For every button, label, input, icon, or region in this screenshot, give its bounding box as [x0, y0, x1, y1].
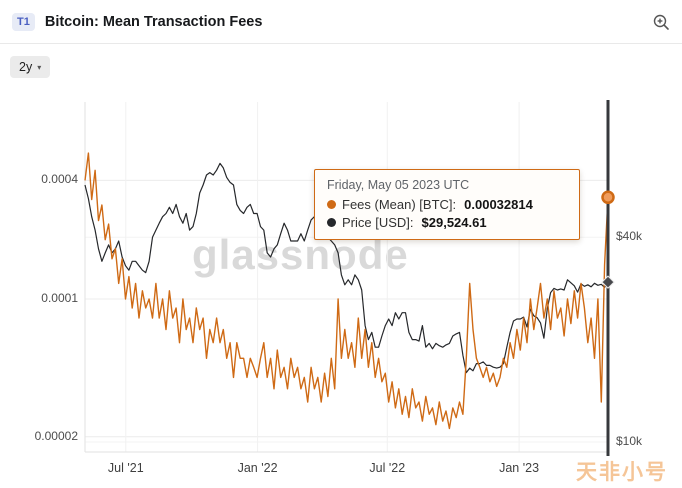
tooltip-price-value: $29,524.61: [421, 215, 487, 230]
header: T1 Bitcoin: Mean Transaction Fees: [0, 0, 682, 44]
fees-series-line: [84, 152, 609, 430]
zoom-in-icon[interactable]: [652, 13, 670, 31]
price-series-line: [84, 162, 609, 374]
range-selector[interactable]: 2y ▾: [10, 56, 51, 78]
tooltip-price-label: Price [USD]:: [342, 215, 414, 230]
tier-badge: T1: [12, 12, 35, 31]
tooltip-fees-value: 0.00032814: [464, 197, 533, 212]
range-label: 2y: [19, 60, 33, 74]
fees-bullet-icon: [327, 200, 336, 209]
tooltip-date: Friday, May 05 2023 UTC: [327, 178, 470, 192]
tooltip-fees-row: Fees (Mean) [BTC]: 0.00032814: [327, 197, 567, 212]
tooltip-price-row: Price [USD]: $29,524.61: [327, 215, 567, 230]
price-endpoint-marker: [601, 275, 615, 289]
chart-tooltip: Friday, May 05 2023 UTC Fees (Mean) [BTC…: [314, 169, 580, 240]
fees-endpoint-marker: [601, 190, 615, 205]
tooltip-fees-label: Fees (Mean) [BTC]:: [342, 197, 457, 212]
price-bullet-icon: [327, 218, 336, 227]
chevron-down-icon: ▾: [37, 62, 42, 72]
page-title: Bitcoin: Mean Transaction Fees: [44, 13, 263, 30]
corner-watermark: 天非小号: [576, 461, 668, 484]
